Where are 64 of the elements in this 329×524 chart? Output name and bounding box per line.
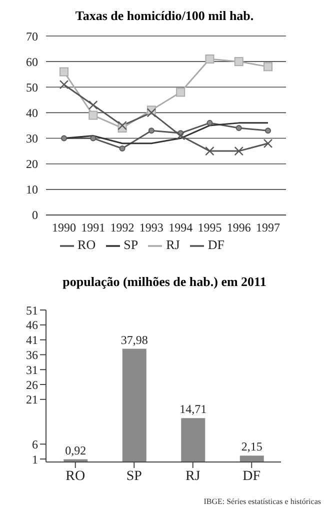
y-tick-label: 31 [26, 362, 38, 377]
y-tick-label: 30 [26, 132, 38, 146]
y-tick-label: 70 [26, 29, 38, 44]
y-tick-label: 41 [26, 333, 38, 348]
point [88, 110, 98, 120]
point [264, 62, 272, 72]
point [148, 128, 154, 134]
point [60, 67, 68, 76]
y-tick-label: 46 [26, 318, 38, 332]
y-tick-label: 6 [32, 437, 38, 452]
point [263, 138, 273, 148]
x-tick-label: 1997 [256, 220, 280, 235]
point [265, 128, 271, 134]
bar [181, 418, 206, 462]
point [146, 108, 156, 118]
data-label: 37,98 [120, 332, 148, 347]
point [234, 146, 244, 156]
x-tick-label: RJ [185, 468, 201, 484]
y-tick-label: 60 [26, 54, 38, 69]
x-tick-label: SP [126, 468, 142, 484]
point [90, 135, 96, 142]
y-tick-label: 10 [26, 182, 38, 197]
bar [122, 348, 146, 462]
point [205, 54, 214, 64]
legend-label: DF [208, 236, 224, 252]
text: IBGE: Séries estatísticas e históricas [202, 497, 321, 506]
point [118, 120, 127, 130]
legend-label: SP [124, 236, 138, 252]
point [176, 131, 186, 140]
bar [240, 456, 264, 462]
y-tick-label: 21 [26, 392, 38, 407]
x-tick-label: 1996 [226, 220, 251, 235]
point [61, 135, 67, 142]
x-tick-label: 1992 [110, 220, 134, 235]
y-tick-label: 40 [26, 106, 38, 120]
y-tick-label: 36 [26, 348, 38, 362]
y-tick-label: 50 [26, 80, 38, 94]
y-tick-label: 26 [26, 378, 38, 392]
x-tick-label: RO [66, 468, 86, 484]
point [205, 146, 214, 156]
point [206, 120, 213, 126]
data-label: 0,92 [65, 443, 86, 458]
chart-title: população (milhões de hab.) em 2011 [62, 274, 268, 291]
point [236, 125, 242, 132]
x-tick-label: 1990 [52, 220, 76, 235]
x-tick-label: DF [242, 468, 261, 484]
legend-label: RO [78, 236, 96, 252]
point [234, 57, 244, 66]
x-tick-label: 1994 [168, 220, 193, 235]
chart-title: Taxas de homicídio/100 mil hab. [74, 8, 255, 25]
y-tick-label: 51 [26, 303, 38, 318]
point [176, 88, 186, 97]
x-tick-label: 1993 [139, 220, 164, 235]
y-tick-label: 0 [32, 208, 38, 222]
data-label: 2,15 [241, 440, 262, 454]
legend-label: RJ [166, 236, 180, 252]
y-tick-label: 1 [32, 452, 38, 466]
point [88, 100, 98, 110]
x-tick-label: 1991 [81, 220, 106, 235]
point [119, 146, 126, 152]
point [59, 80, 69, 90]
data-label: 14,71 [180, 402, 207, 416]
y-tick-label: 20 [26, 157, 38, 172]
x-tick-label: 1995 [198, 220, 222, 235]
